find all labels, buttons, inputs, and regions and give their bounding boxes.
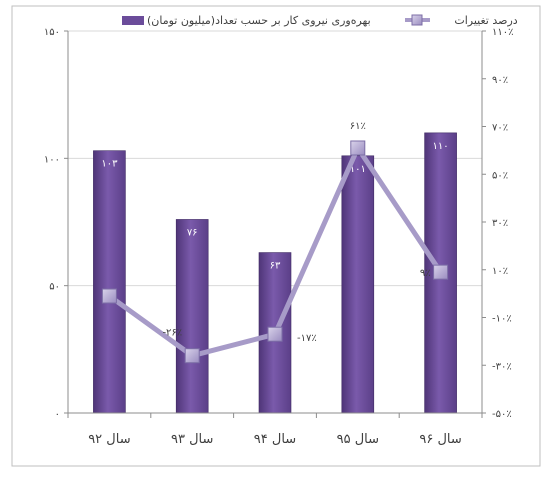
bar-data-label: ۱۱۰ bbox=[433, 141, 449, 152]
line-marker bbox=[267, 326, 283, 342]
legend-bar-swatch bbox=[122, 16, 144, 25]
legend-line-marker bbox=[411, 14, 423, 26]
line-marker bbox=[350, 140, 366, 156]
line-data-label: ۹٪ bbox=[420, 268, 431, 279]
right-tick-label: ۳۰٪ bbox=[492, 218, 508, 229]
right-tick-label: ۱۱۰٪ bbox=[492, 27, 513, 38]
bar-data-label: ۷۶ bbox=[187, 227, 198, 238]
left-tick-label: ۱۰۰ bbox=[44, 154, 60, 165]
right-axis: -۵۰٪ -۳۰٪ -۱۰٪ ۱۰٪ ۳۰٪ ۵۰٪ ۷۰٪ ۹۰٪ ۱۱۰٪ bbox=[481, 27, 513, 420]
legend-bar-label: بهره‌وری نیروی کار بر حسب تعداد(میلیون ت… bbox=[147, 14, 371, 27]
bar-data-label: ۱۰۱ bbox=[350, 164, 366, 175]
bar bbox=[341, 155, 375, 414]
x-axis: سال ۹۲ سال ۹۳ سال ۹۴ سال ۹۵ سال ۹۶ bbox=[67, 412, 483, 447]
line-data-label: ۶۱٪ bbox=[350, 121, 366, 132]
bar bbox=[175, 219, 209, 414]
right-tick-label: -۳۰٪ bbox=[492, 361, 512, 372]
x-tick-label: سال ۹۳ bbox=[171, 432, 213, 447]
right-tick-label: -۱۰٪ bbox=[492, 314, 512, 325]
line-data-label: -۱۷٪ bbox=[297, 333, 317, 344]
line-marker bbox=[184, 348, 200, 364]
left-tick-label: ۰ bbox=[55, 409, 60, 420]
bar-data-label: ۶۳ bbox=[270, 261, 281, 272]
left-tick-label: ۵۰ bbox=[49, 282, 60, 293]
bar-data-label: ۱۰۳ bbox=[101, 159, 118, 170]
x-tick-label: سال ۹۴ bbox=[254, 432, 296, 447]
line-series: -۲۶٪ -۱۷٪ ۶۱٪ ۹٪ bbox=[101, 121, 449, 364]
right-tick-label: ۵۰٪ bbox=[492, 170, 508, 181]
right-tick-label: ۹۰٪ bbox=[492, 75, 508, 86]
bar-series: ۱۰۳ ۷۶ ۶۳ ۱۰۱ ۱۱۰ bbox=[93, 132, 457, 414]
left-tick-label: ۱۵۰ bbox=[44, 27, 60, 38]
left-axis: ۰ ۵۰ ۱۰۰ ۱۵۰ bbox=[44, 27, 69, 420]
x-tick-label: سال ۹۲ bbox=[88, 432, 130, 447]
right-tick-label: ۱۰٪ bbox=[492, 266, 508, 277]
x-tick-label: سال ۹۵ bbox=[337, 432, 379, 447]
bar bbox=[93, 150, 126, 414]
line-marker bbox=[433, 264, 449, 280]
legend-line-label: درصد تغییرات bbox=[454, 14, 517, 27]
line-data-label: -۲۶٪ bbox=[162, 328, 182, 339]
right-tick-label: ۷۰٪ bbox=[492, 123, 508, 134]
right-tick-label: -۵۰٪ bbox=[492, 409, 512, 420]
line-marker bbox=[101, 288, 117, 304]
x-tick-label: سال ۹۶ bbox=[419, 432, 461, 447]
legend: بهره‌وری نیروی کار بر حسب تعداد(میلیون ت… bbox=[122, 14, 518, 27]
